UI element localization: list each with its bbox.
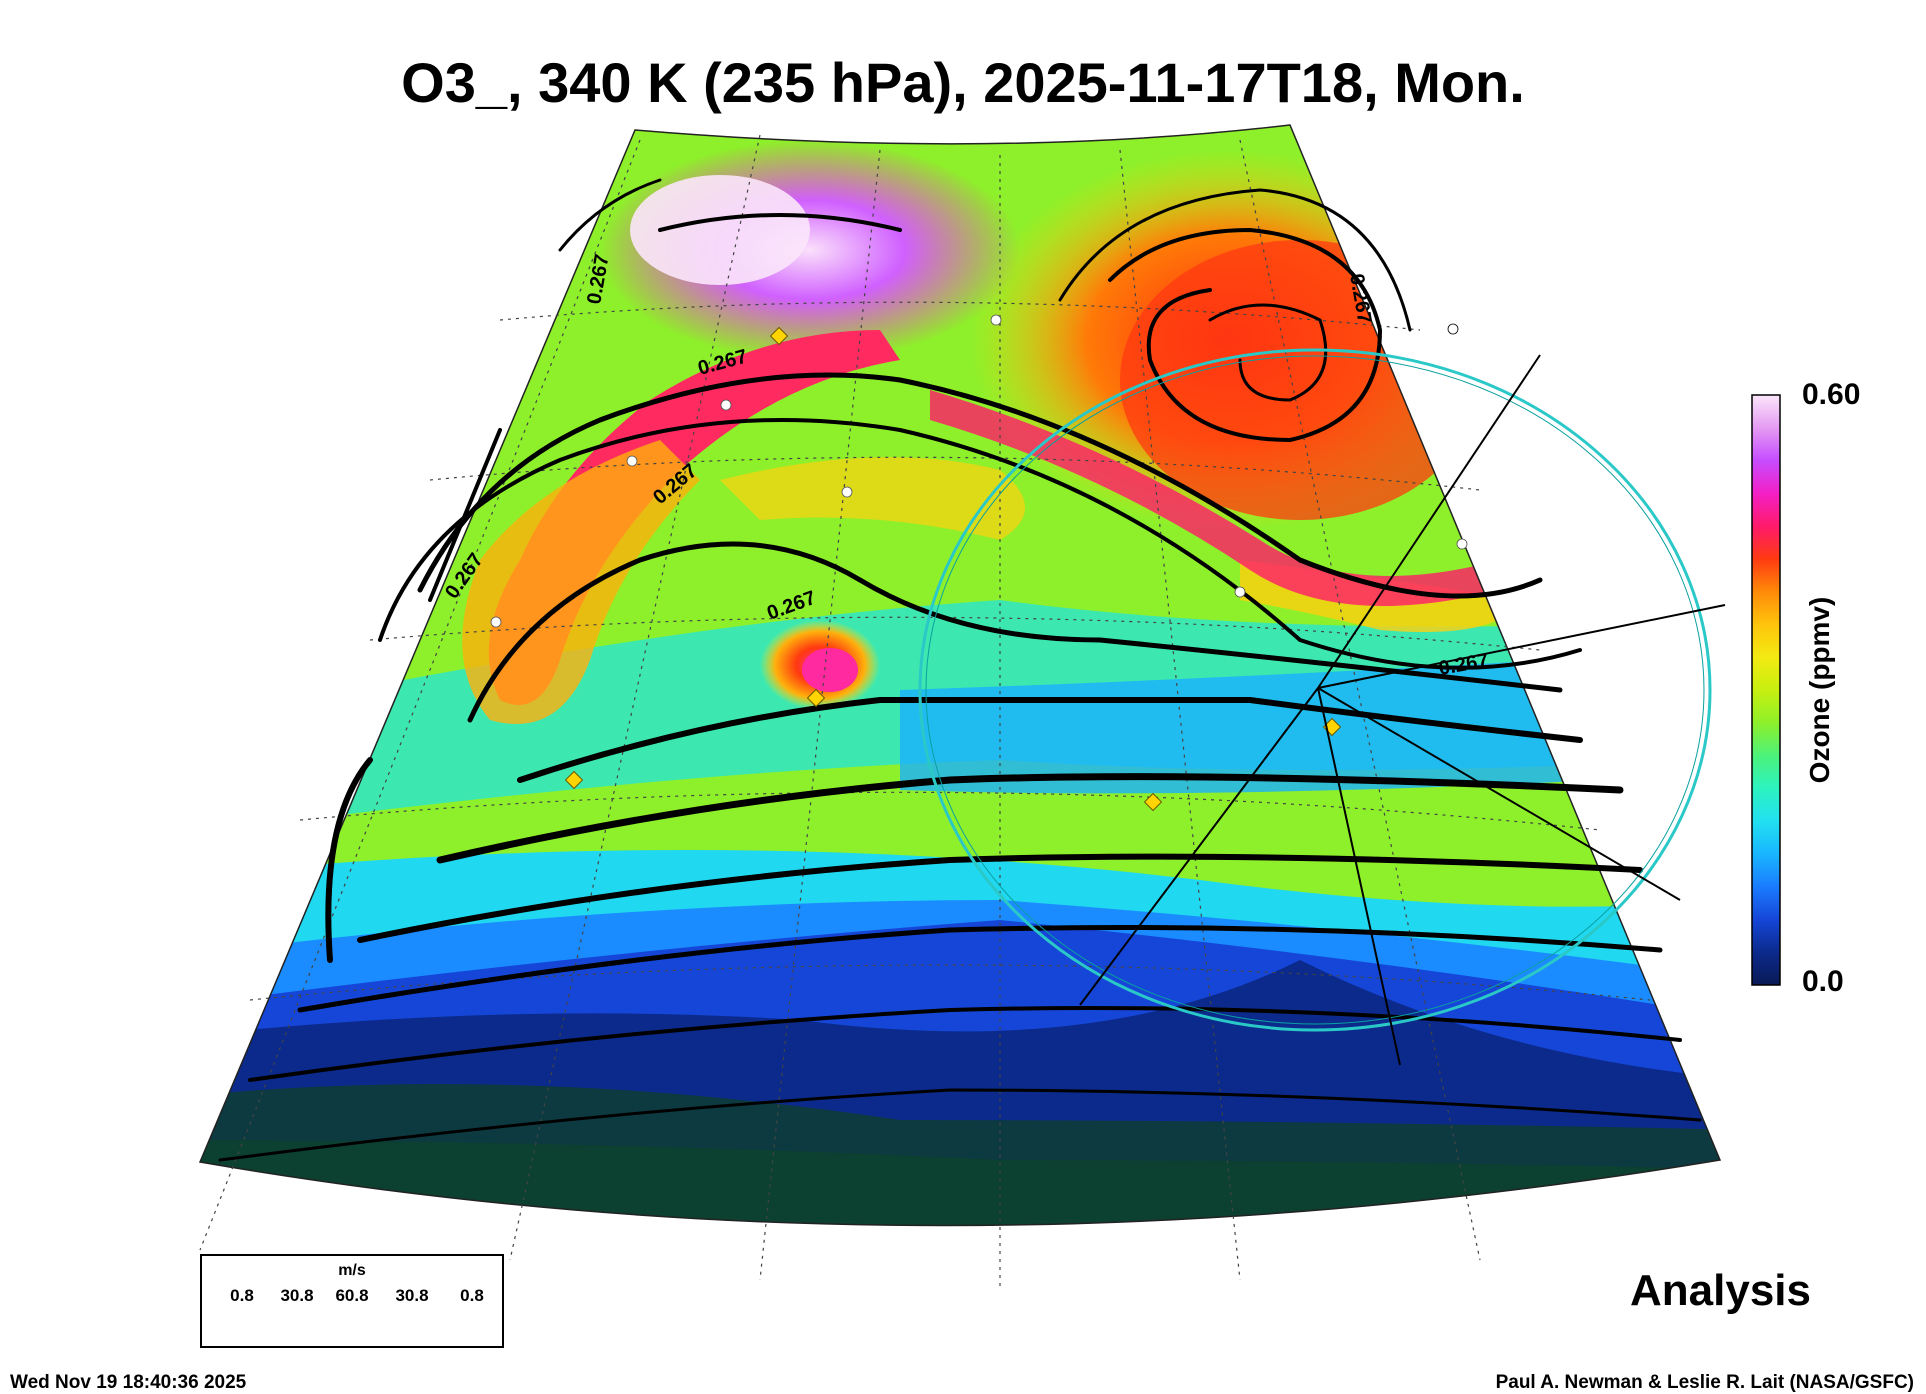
- colorbar-title: Ozone (ppmv): [1804, 596, 1835, 784]
- analysis-label: Analysis: [1630, 1266, 1811, 1315]
- station-star: [626, 455, 638, 467]
- station-star: [1456, 538, 1468, 550]
- colorbar: [1751, 394, 1781, 986]
- wind-legend: m/s 0.8 30.8 60.8 30.8 0.8: [200, 1254, 504, 1348]
- wind-legend-unit: m/s: [338, 1262, 366, 1279]
- station-markers: [490, 314, 1468, 812]
- footer-credit: Paul A. Newman & Leslie R. Lait (NASA/GS…: [1495, 1372, 1914, 1393]
- station-star: [490, 616, 502, 628]
- wind-legend-value: 60.8: [335, 1286, 369, 1305]
- page-title: O3_, 340 K (235 hPa), 2025-11-17T18, Mon…: [401, 51, 1525, 114]
- wind-legend-value: 30.8: [280, 1286, 314, 1305]
- wind-streamlines: [218, 178, 1702, 1162]
- footer-timestamp: Wed Nov 19 18:40:36 2025: [10, 1372, 247, 1393]
- colorbar-min-label: 0.0: [1802, 965, 1844, 998]
- station-star: [720, 399, 732, 411]
- ring-overlay: [918, 348, 1726, 1066]
- station-star: [841, 486, 853, 498]
- station-diamond: [769, 326, 789, 346]
- station-diamond: [806, 688, 826, 708]
- wind-legend-value: 0.8: [230, 1286, 254, 1305]
- colorbar-max-label: 0.60: [1802, 378, 1861, 411]
- map-boundary: [198, 124, 1722, 1227]
- station-star: [990, 314, 1002, 326]
- station-star: [1447, 323, 1459, 335]
- wind-legend-value: 30.8: [395, 1286, 429, 1305]
- station-star: [1234, 586, 1246, 598]
- station-diamond: [1143, 792, 1163, 812]
- station-diamond: [564, 770, 584, 790]
- wind-legend-value: 0.8: [460, 1286, 484, 1305]
